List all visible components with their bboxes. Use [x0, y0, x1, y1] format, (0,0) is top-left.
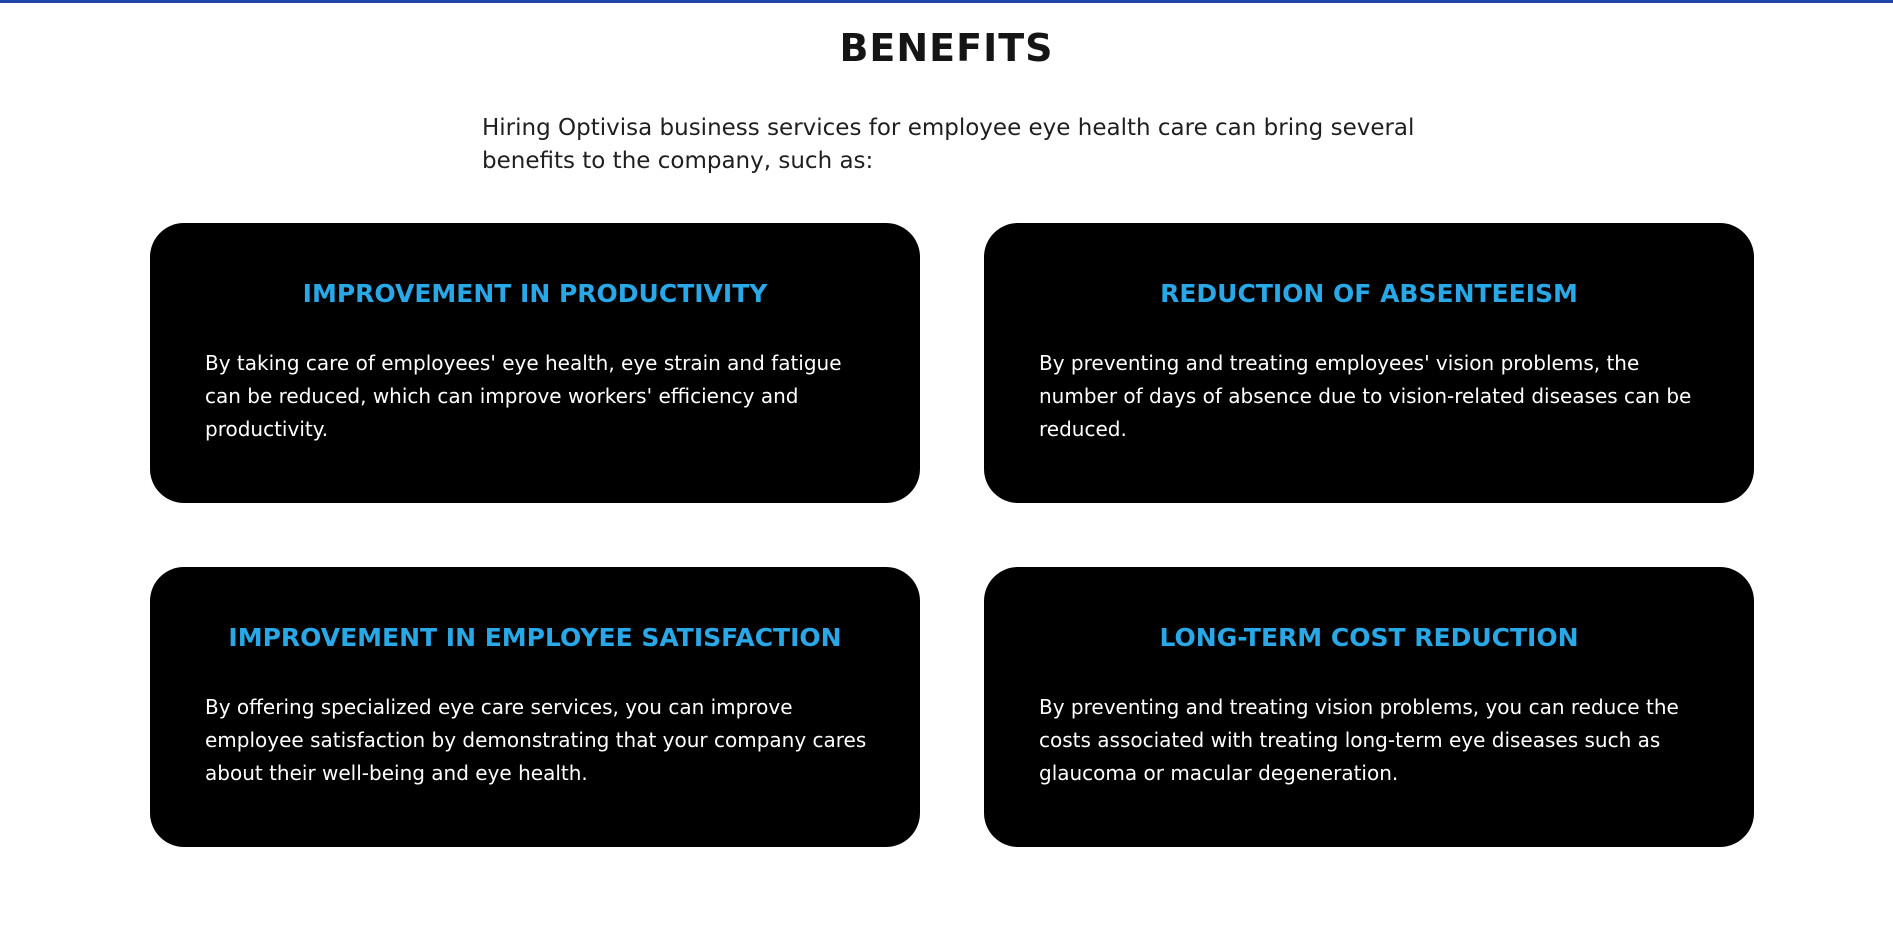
benefit-card-cost-reduction: LONG-TERM COST REDUCTION By preventing a… [984, 567, 1754, 847]
benefit-card-text: By preventing and treating vision proble… [1039, 695, 1679, 785]
benefit-card-title: LONG-TERM COST REDUCTION [1159, 623, 1579, 652]
benefit-card-title: IMPROVEMENT IN PRODUCTIVITY [302, 279, 768, 308]
benefit-card-title: IMPROVEMENT IN EMPLOYEE SATISFACTION [228, 623, 842, 652]
benefit-card-title: REDUCTION OF ABSENTEEISM [1160, 279, 1578, 308]
section-intro: Hiring Optivisa business services for em… [482, 115, 1415, 174]
benefit-card-productivity: IMPROVEMENT IN PRODUCTIVITY By taking ca… [150, 223, 920, 503]
benefit-card-text: By taking care of employees' eye health,… [205, 351, 842, 441]
benefit-card-text: By preventing and treating employees' vi… [1039, 351, 1692, 441]
section-title: BENEFITS [839, 26, 1054, 70]
benefit-card-satisfaction: IMPROVEMENT IN EMPLOYEE SATISFACTION By … [150, 567, 920, 847]
benefit-card-absenteeism: REDUCTION OF ABSENTEEISM By preventing a… [984, 223, 1754, 503]
top-accent-bar [0, 0, 1893, 3]
benefit-card-text: By offering specialized eye care service… [205, 695, 867, 785]
